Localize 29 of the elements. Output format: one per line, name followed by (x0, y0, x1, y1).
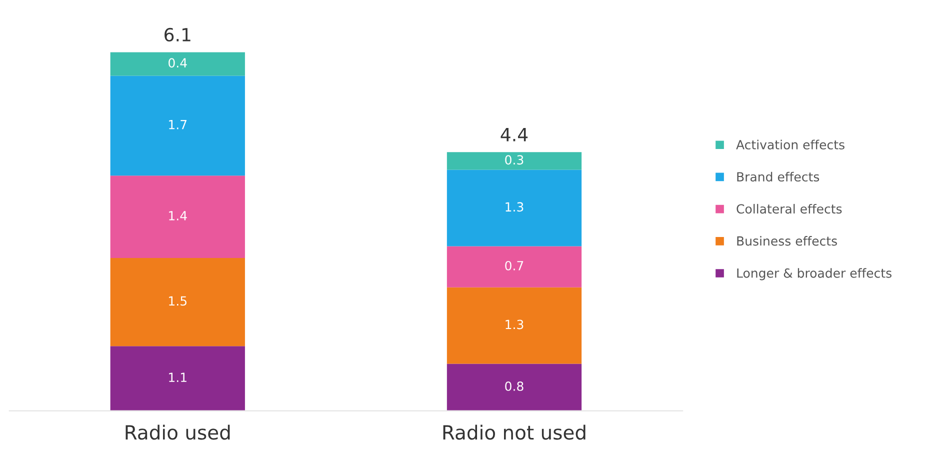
legend-label: Longer & broader effects (737, 268, 892, 280)
data-label: 1.3 (506, 320, 524, 330)
bar (110, 176, 245, 258)
total-label: 4.4 (500, 128, 528, 142)
bar (110, 258, 245, 346)
bar (446, 287, 582, 364)
bar (446, 170, 582, 246)
data-label: 0.4 (168, 58, 187, 68)
legend-label: Collateral effects (736, 204, 842, 214)
bar (446, 246, 582, 288)
bar (446, 364, 582, 411)
bar (110, 346, 245, 411)
data-label: 1.5 (169, 296, 186, 306)
data-label: 1.1 (169, 372, 186, 382)
data-label: 1.4 (169, 211, 187, 220)
legend-label: Business effects (737, 236, 837, 246)
data-label: 1.3 (506, 202, 524, 212)
data-label: 0.3 (505, 155, 524, 165)
x-tick-label: Radio not used (443, 424, 586, 440)
x-tick-label: Radio used (126, 424, 230, 440)
bar (110, 76, 245, 176)
bar (446, 152, 582, 170)
data-label: 1.7 (169, 120, 187, 130)
data-label: 0.7 (505, 260, 524, 270)
total-label: 6.1 (164, 28, 190, 42)
legend-label: Activation effects (736, 140, 844, 150)
data-label: 0.8 (505, 381, 524, 391)
bar (110, 52, 245, 76)
legend-label: Brand effects (737, 172, 820, 182)
